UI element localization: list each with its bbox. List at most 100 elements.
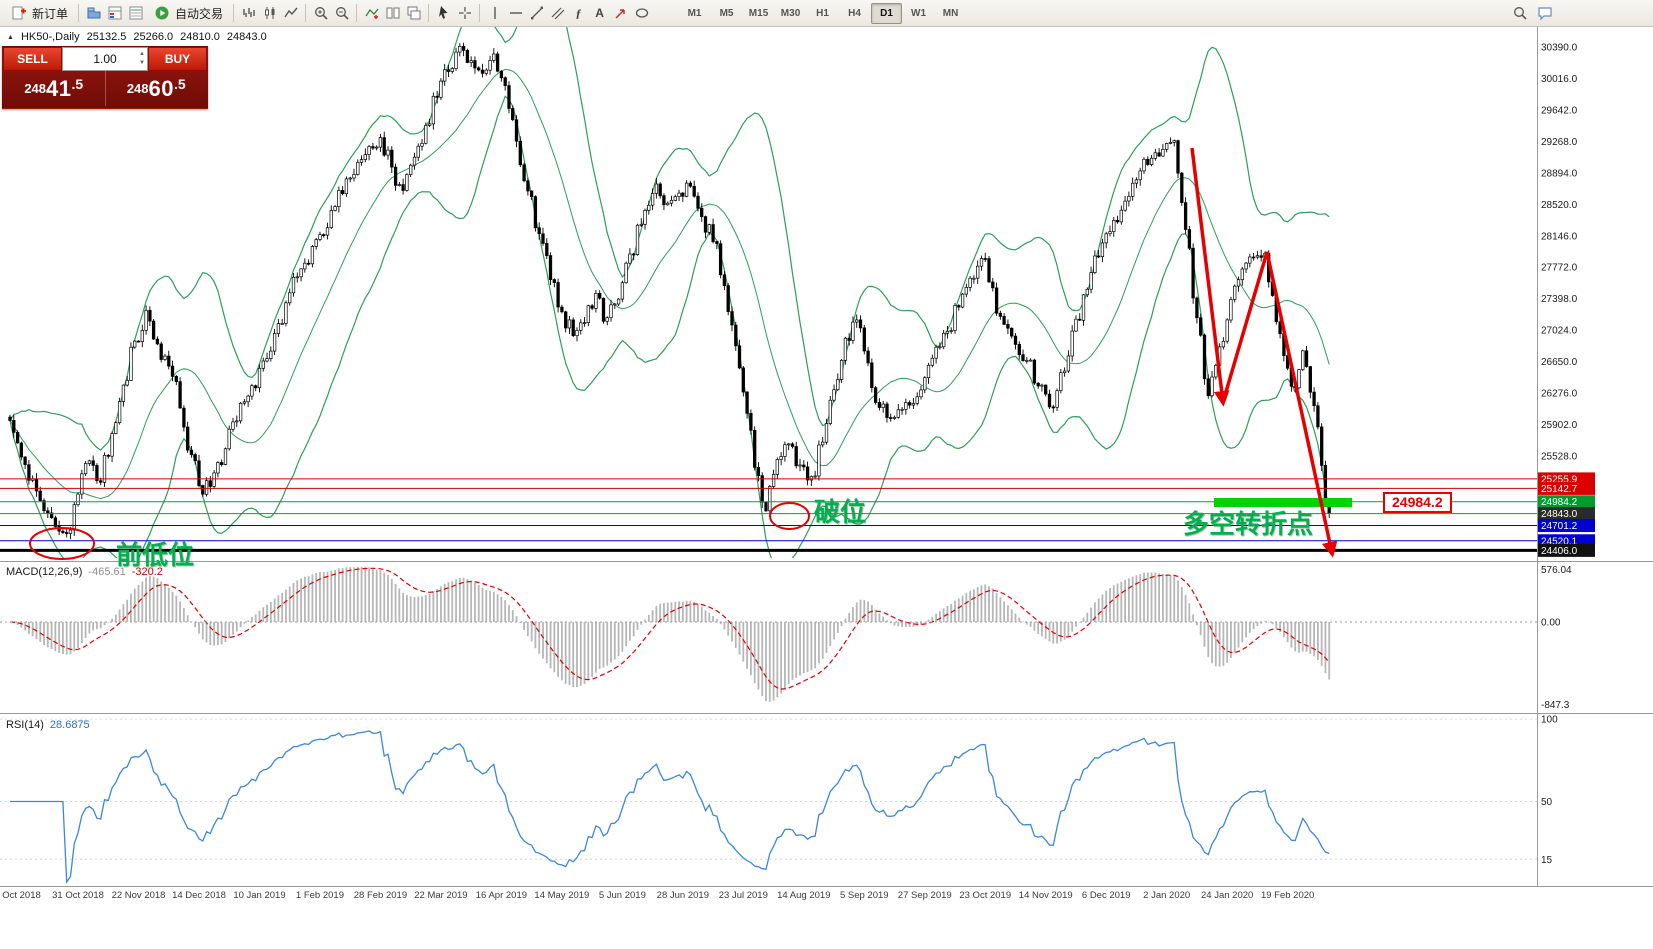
timeframe-m1[interactable]: M1: [687, 7, 702, 19]
tile-windows-icon[interactable]: [383, 4, 402, 23]
date-label: 24 Jan 2020: [1201, 890, 1254, 901]
date-label: 10 Jan 2019: [233, 890, 286, 901]
svg-text:28520.0: 28520.0: [1541, 200, 1578, 211]
buy-button[interactable]: BUY: [148, 47, 207, 71]
svg-text:24406.0: 24406.0: [1541, 546, 1578, 557]
new-order-label: 新订单: [32, 6, 69, 21]
macd-name: MACD(12,26,9): [6, 566, 83, 578]
collapse-triangle-icon[interactable]: ▲: [7, 33, 14, 41]
separator: [78, 4, 80, 22]
svg-text:15: 15: [1541, 855, 1553, 866]
market-watch-icon[interactable]: [105, 4, 124, 23]
svg-text:25528.0: 25528.0: [1541, 452, 1578, 463]
rsi-value: 28.6875: [49, 719, 90, 731]
line-chart-icon[interactable]: [281, 4, 300, 23]
autotrading-play-icon: [152, 4, 171, 23]
autotrading-button[interactable]: 自动交易: [147, 2, 228, 24]
separator: [233, 4, 235, 22]
data-window-icon[interactable]: [126, 4, 145, 23]
date-label: 19 Feb 2020: [1260, 890, 1315, 901]
annotation-text-0[interactable]: 前低位: [116, 540, 195, 570]
svg-text:24520.1: 24520.1: [1541, 536, 1578, 547]
ohlc-close: 24843.0: [226, 31, 267, 43]
crosshair-icon[interactable]: [455, 4, 474, 23]
date-label: 14 Aug 2019: [777, 890, 831, 901]
search-icon[interactable]: [1510, 4, 1529, 23]
bar-chart-icon[interactable]: [239, 4, 258, 23]
timeframe-m5[interactable]: M5: [719, 7, 734, 19]
separator: [428, 4, 430, 22]
volume-stepper[interactable]: 1.00 ▲ ▼: [62, 47, 148, 71]
svg-text:0.00: 0.00: [1541, 618, 1561, 629]
timeframe-mn[interactable]: MN: [942, 7, 959, 19]
svg-text:24701.2: 24701.2: [1541, 521, 1578, 532]
channel-icon[interactable]: [548, 4, 567, 23]
separator: [356, 4, 358, 22]
annotation-text-1[interactable]: 破位: [814, 497, 867, 527]
time-axis[interactable]: 9 Oct 2018 31 Oct 2018 22 Nov 2018 14 Dec 2…: [0, 888, 1653, 906]
svg-text:29268.0: 29268.0: [1541, 137, 1578, 148]
buy-price-big: 60: [148, 75, 174, 101]
sell-price[interactable]: 248 41.5: [3, 71, 105, 106]
toolbar: 新订单 自动交易: [0, 0, 1653, 27]
timeframe-w1[interactable]: W1: [911, 7, 927, 19]
timeframe-m30[interactable]: M30: [780, 7, 801, 19]
toolbar-right-group: [1510, 4, 1554, 23]
new-order-button[interactable]: 新订单: [4, 2, 73, 24]
date-label: 5 Jun 2019: [598, 890, 646, 901]
fibonacci-icon[interactable]: ƒ: [575, 5, 582, 20]
date-label: 31 Oct 2018: [52, 890, 104, 901]
date-label: 22 Nov 2018: [111, 890, 166, 901]
profiles-icon[interactable]: [84, 4, 103, 23]
svg-text:25255.9: 25255.9: [1541, 474, 1578, 485]
svg-text:30390.0: 30390.0: [1541, 43, 1578, 54]
ohlc-high: 25266.0: [133, 31, 174, 43]
svg-text:28894.0: 28894.0: [1541, 168, 1578, 179]
indicators-icon[interactable]: [362, 4, 381, 23]
arrows-icon[interactable]: [611, 4, 630, 23]
timeframe-d1[interactable]: D1: [871, 2, 903, 24]
macd-signal-value: -320.2: [131, 566, 163, 578]
volume-spin-buttons[interactable]: ▲ ▼: [139, 49, 145, 67]
svg-text:100: 100: [1541, 715, 1558, 726]
vertical-line-icon[interactable]: [485, 4, 504, 23]
spin-down-icon[interactable]: ▼: [139, 59, 145, 66]
svg-text:27772.0: 27772.0: [1541, 263, 1578, 274]
text-label-icon[interactable]: A: [595, 6, 604, 20]
shapes-icon[interactable]: [632, 4, 651, 23]
svg-text:576.04: 576.04: [1541, 565, 1572, 576]
zoom-out-icon[interactable]: [332, 4, 351, 23]
annotation-text-2[interactable]: 多空转折点: [1183, 509, 1314, 539]
svg-text:25142.7: 25142.7: [1541, 484, 1578, 495]
symbol-period: HK50-,Daily: [20, 31, 80, 43]
spin-up-icon[interactable]: ▲: [139, 50, 145, 57]
timeframe-h4[interactable]: H4: [848, 7, 861, 19]
svg-text:26650.0: 26650.0: [1541, 357, 1578, 368]
sell-price-frac: .5: [71, 76, 84, 92]
sell-price-prefix: 248: [24, 81, 47, 96]
date-label: 14 Nov 2019: [1018, 890, 1073, 901]
date-label: 9 Oct 2018: [0, 890, 41, 901]
date-label: 14 Dec 2018: [172, 890, 226, 901]
timeframe-h1[interactable]: H1: [816, 7, 829, 19]
horizontal-line-icon[interactable]: [506, 4, 525, 23]
svg-text:27024.0: 27024.0: [1541, 326, 1578, 337]
zoom-in-icon[interactable]: [311, 4, 330, 23]
trendline-icon[interactable]: [527, 4, 546, 23]
timeframe-m15[interactable]: M15: [748, 7, 769, 19]
chat-icon[interactable]: [1535, 4, 1554, 23]
price-tag[interactable]: 24984.2: [1383, 492, 1452, 513]
cursor-icon[interactable]: [434, 4, 453, 23]
sell-button[interactable]: SELL: [3, 47, 62, 71]
buy-price[interactable]: 248 60.5: [104, 71, 208, 106]
timeframe-group: M1 M5 M15 M30 H1 H4 D1 W1 MN: [679, 2, 966, 24]
date-label: 5 Sep 2019: [839, 890, 889, 901]
date-label: 23 Jul 2019: [718, 890, 768, 901]
date-label: 28 Feb 2019: [353, 890, 408, 901]
candlestick-icon[interactable]: [260, 4, 279, 23]
svg-text:24843.0: 24843.0: [1541, 509, 1578, 520]
svg-text:-847.3: -847.3: [1541, 700, 1570, 711]
separator: [479, 4, 481, 22]
cascade-windows-icon[interactable]: [404, 4, 423, 23]
